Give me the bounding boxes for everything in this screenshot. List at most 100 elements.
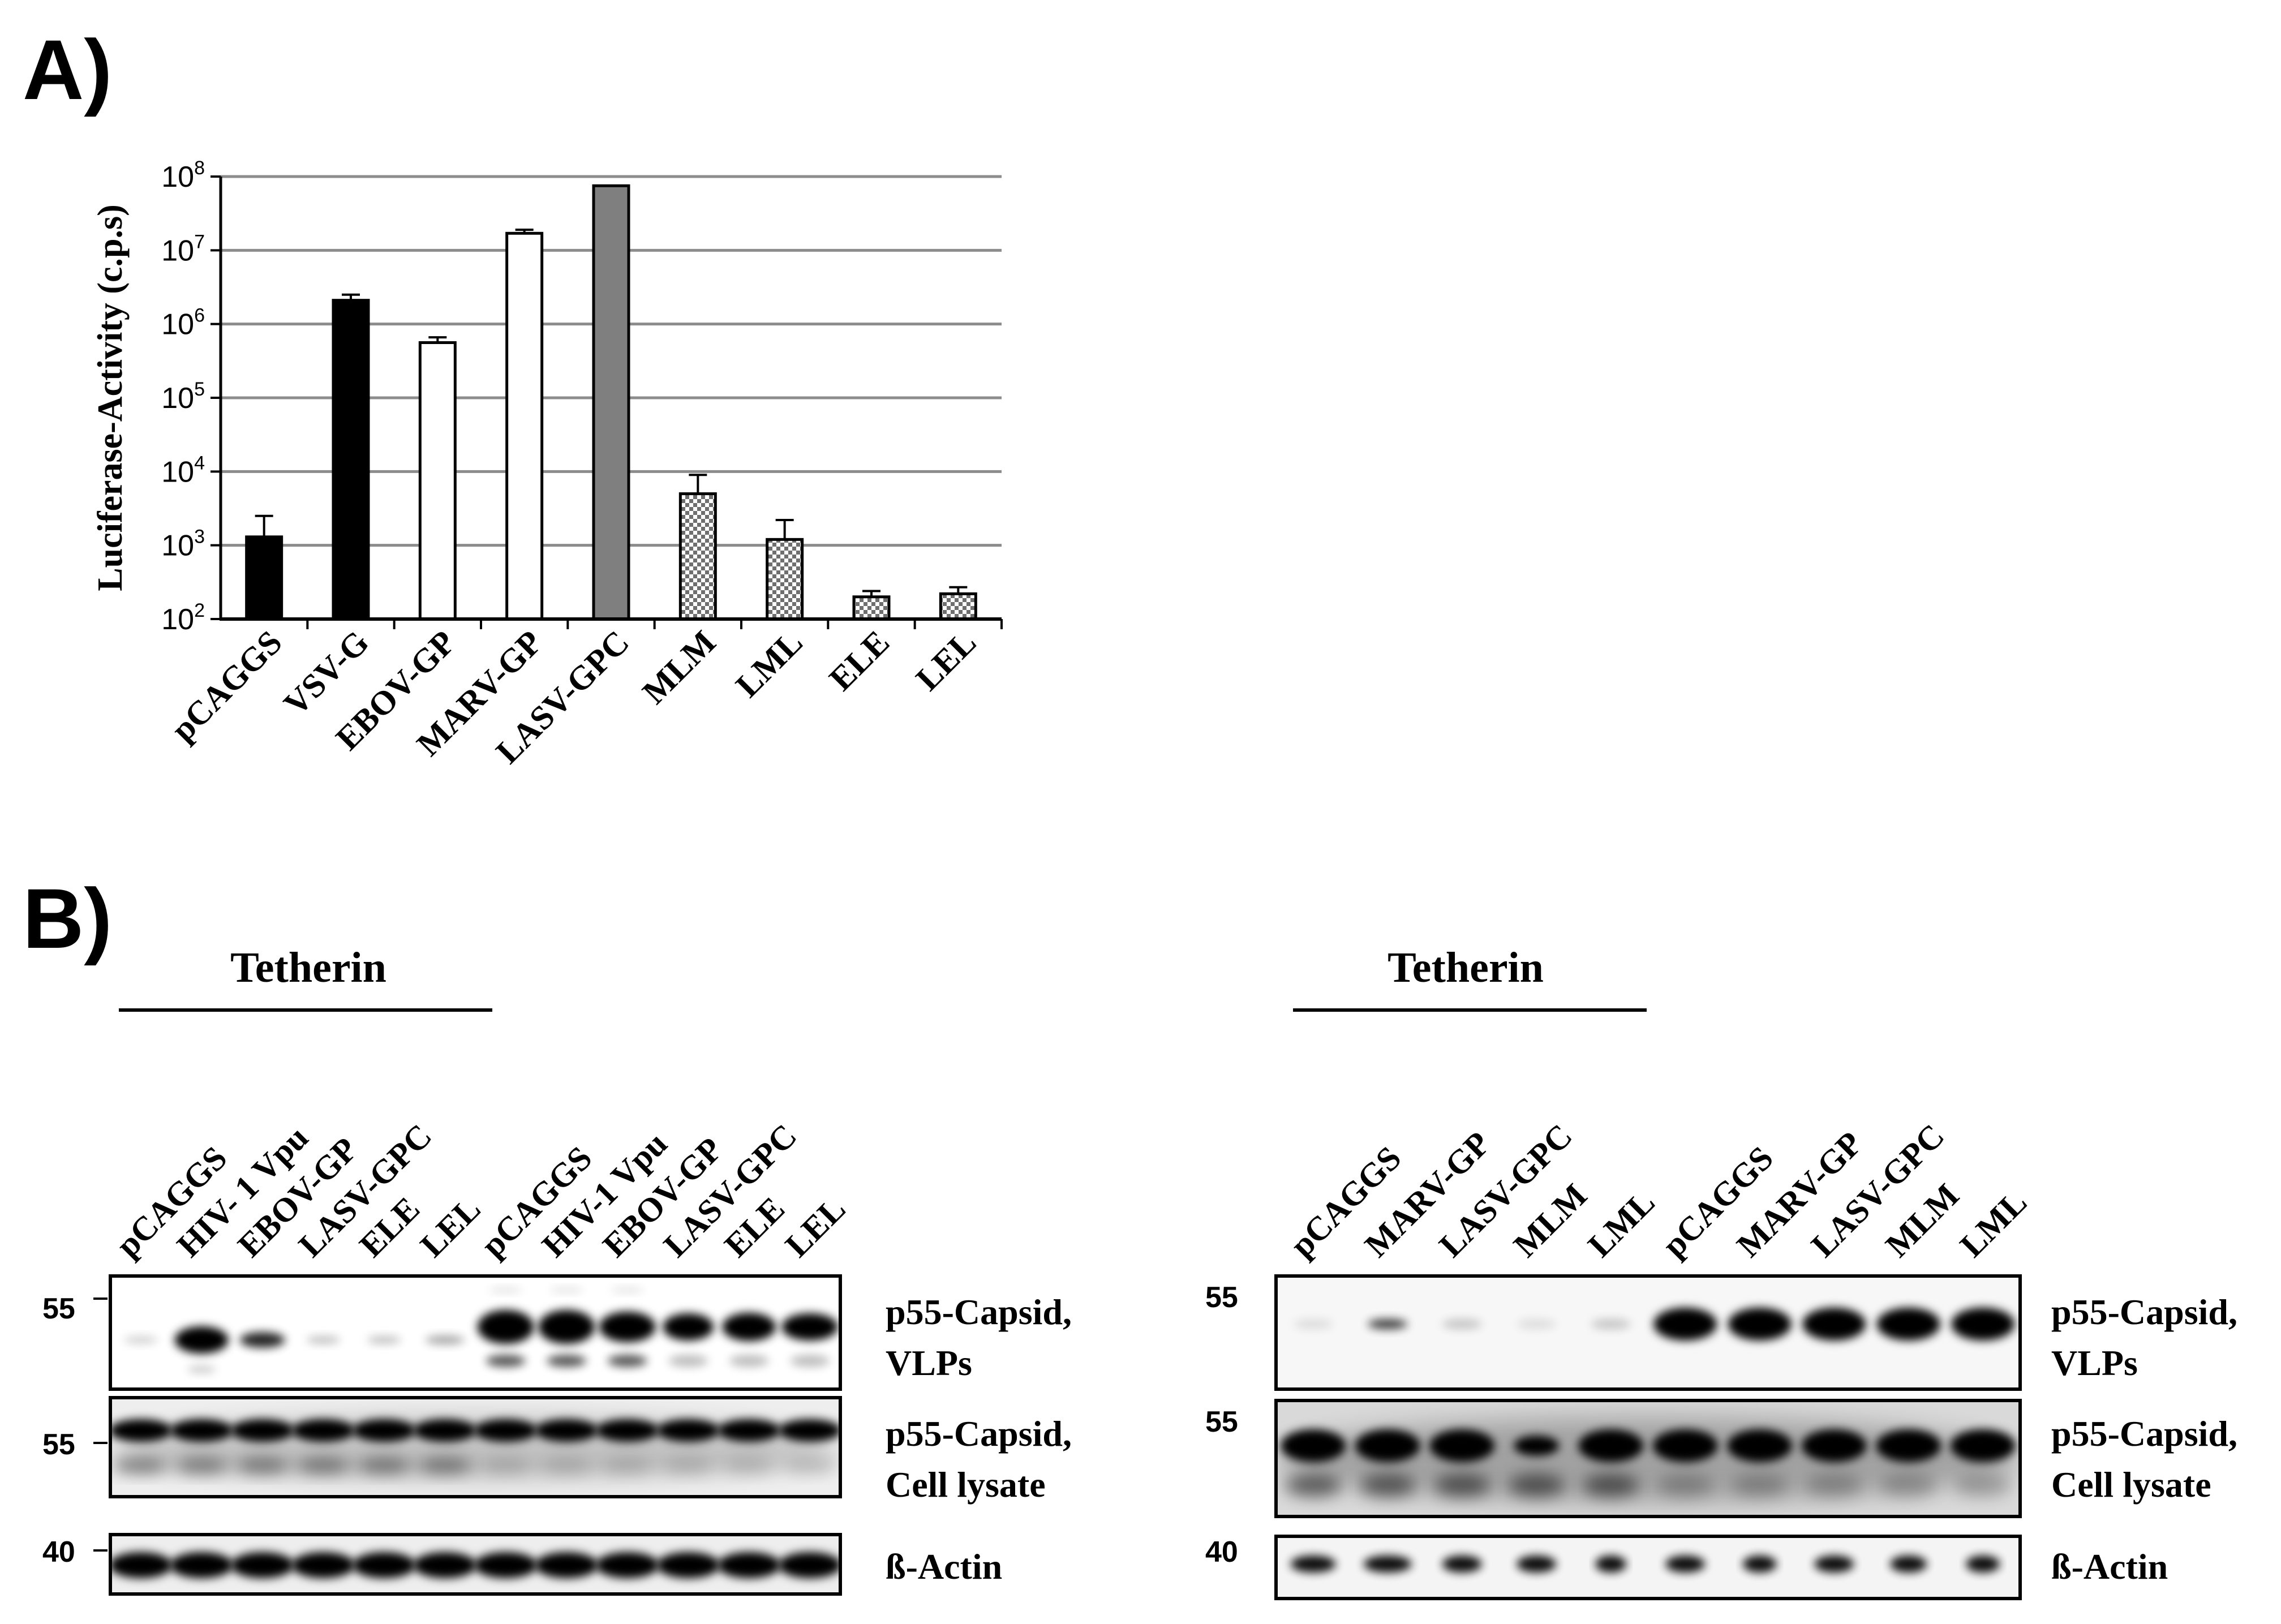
band — [170, 1419, 234, 1442]
band — [1578, 1429, 1644, 1462]
band — [1582, 1474, 1639, 1497]
blot-right-lane-labels: pCAGGSMARV-GPLASV-GPCMLMLMLpCAGGSMARV-GP… — [1283, 1117, 2034, 1264]
band — [1363, 1556, 1412, 1573]
band — [1442, 1319, 1482, 1329]
band — [790, 1355, 830, 1367]
band — [549, 1287, 584, 1293]
band — [535, 1419, 599, 1442]
band — [425, 1335, 465, 1344]
band — [1508, 1474, 1565, 1497]
y-tick-label: 107 — [161, 231, 205, 267]
band — [1806, 1474, 1863, 1497]
blot-right-lysate-strip — [1274, 1399, 2022, 1518]
blot-right-vlp-strip — [1274, 1274, 2022, 1391]
actin-label: ß-Actin — [2051, 1546, 2168, 1587]
blot-right-marker-middle: 55 — [1205, 1406, 1238, 1438]
band — [295, 1458, 352, 1473]
band — [1802, 1308, 1866, 1341]
panel-b-label: B) — [23, 871, 112, 966]
band — [1293, 1319, 1333, 1329]
band — [1290, 1556, 1336, 1573]
band — [234, 1458, 291, 1473]
band — [1876, 1308, 1940, 1341]
band — [355, 1458, 413, 1473]
blot-left-vlp-strip — [109, 1274, 842, 1391]
band — [1355, 1429, 1420, 1462]
bar-ele — [852, 595, 891, 621]
band — [474, 1552, 538, 1578]
band — [1285, 1474, 1342, 1497]
band — [230, 1552, 294, 1578]
bar-pcaggs — [245, 535, 283, 621]
band — [1368, 1319, 1408, 1329]
band — [112, 1458, 169, 1473]
band — [474, 1419, 538, 1442]
band — [1433, 1474, 1490, 1497]
band — [1731, 1474, 1788, 1497]
x-tick-label: ELE — [822, 624, 897, 698]
vlp-label-line2: VLPs — [2051, 1343, 2138, 1383]
lane-label: LML — [1953, 1183, 2034, 1264]
band — [1814, 1556, 1854, 1573]
band — [1657, 1474, 1714, 1497]
band-labels-right: p55-Capsid, VLPs p55-Capsid, Cell lysate… — [2051, 1292, 2237, 1587]
lane-label: LML — [1581, 1183, 1662, 1264]
actin-label: ß-Actin — [886, 1546, 1002, 1587]
blot-left-marker-middle: 55 — [42, 1428, 75, 1461]
band — [1442, 1556, 1482, 1573]
band — [781, 1313, 839, 1341]
lysate-label-line2: Cell lysate — [886, 1464, 1046, 1505]
bar-vsv-g — [332, 299, 370, 621]
band — [1890, 1556, 1927, 1573]
vlp-label-line1: p55-Capsid, — [2051, 1292, 2237, 1332]
band — [1429, 1429, 1495, 1462]
bar-mlm — [678, 492, 717, 621]
lane-label: LEL — [778, 1190, 853, 1265]
blot-left-marker-top: 55 — [42, 1292, 75, 1325]
bar-ebov-gp — [418, 341, 457, 621]
band — [538, 1458, 595, 1473]
band — [1359, 1474, 1416, 1497]
band — [599, 1458, 656, 1473]
band — [1652, 1429, 1718, 1462]
bar-chart: 102 103 104 105 106 107 108 pCAGGSVSV-GEBOV-GP… — [91, 157, 1003, 771]
band — [1517, 1556, 1557, 1573]
bar-lasv-gpc — [592, 184, 630, 621]
band — [477, 1310, 534, 1344]
blot-left-header: Tetherin — [230, 944, 386, 991]
blot-right-marker-top: 55 — [1205, 1281, 1238, 1314]
band — [1876, 1429, 1941, 1462]
band — [538, 1310, 595, 1344]
western-blot-right: Tetherin pCAGGSMARV-GPLASV-GPCMLMLMLpCAG… — [1205, 944, 2034, 1600]
y-tick-label: 106 — [161, 305, 205, 341]
band — [720, 1458, 777, 1473]
band — [1728, 1308, 1792, 1341]
x-tick-label: MLM — [635, 624, 723, 711]
band — [717, 1419, 781, 1442]
band — [173, 1458, 230, 1473]
band — [1880, 1474, 1937, 1497]
band — [595, 1552, 659, 1578]
band — [1950, 1429, 2016, 1462]
bar-marv-gp — [505, 231, 544, 621]
x-tick-label: LEL — [909, 624, 983, 698]
band — [1951, 1308, 2015, 1341]
band — [1591, 1319, 1631, 1329]
band — [123, 1336, 158, 1344]
band — [486, 1355, 526, 1367]
y-tick-label: 103 — [161, 526, 205, 562]
lane-label: LEL — [413, 1190, 488, 1265]
vlp-label-line2: VLPs — [886, 1343, 972, 1383]
band — [781, 1458, 839, 1473]
error-bars-group — [255, 229, 968, 597]
vlp-label-line1: p55-Capsid, — [886, 1292, 1072, 1332]
band — [367, 1336, 401, 1344]
blot-left-marker-bottom: 40 — [42, 1536, 75, 1569]
band — [778, 1552, 840, 1578]
band — [607, 1355, 647, 1367]
x-tick-label: pCAGGS — [164, 624, 289, 749]
y-tick-labels: 102 103 104 105 106 107 108 — [161, 157, 221, 636]
band — [1595, 1556, 1627, 1573]
